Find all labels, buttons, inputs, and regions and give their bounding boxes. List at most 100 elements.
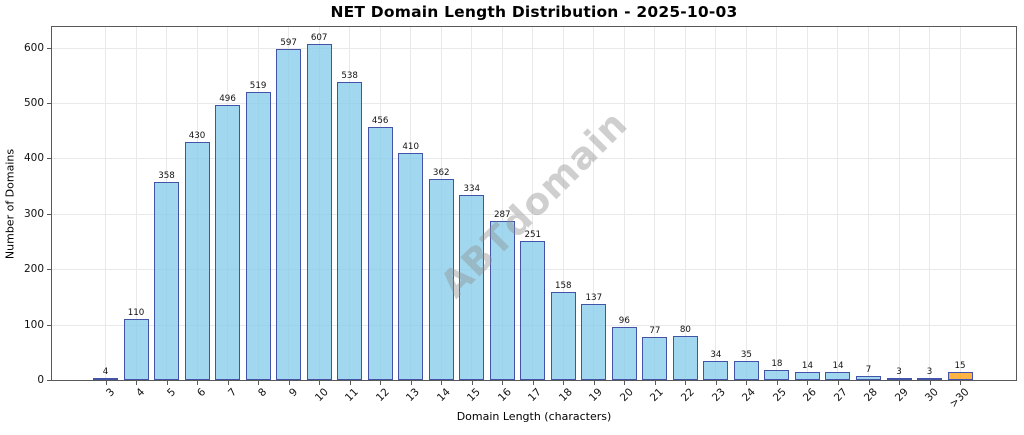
bar: [93, 377, 118, 380]
gridline-vertical: [715, 27, 717, 380]
gridline-vertical: [654, 27, 656, 380]
bar: [917, 378, 943, 380]
x-tick-mark: [868, 381, 870, 385]
bar: [459, 194, 485, 380]
x-tick-label: 8: [256, 386, 270, 400]
gridline-vertical: [745, 27, 747, 380]
bar: [489, 220, 515, 380]
x-tick-label: 29: [892, 386, 911, 404]
y-tick-label: 100: [23, 318, 44, 331]
y-tick-label: 400: [23, 152, 44, 165]
x-tick-mark: [380, 381, 382, 385]
gridline-vertical: [562, 27, 564, 380]
gridline-vertical: [135, 27, 137, 380]
gridline-vertical: [593, 27, 595, 380]
bar-value-label: 597: [280, 38, 297, 49]
x-tick-mark: [593, 381, 595, 385]
y-tick-mark: [47, 380, 51, 381]
bar: [215, 105, 241, 380]
x-tick-mark: [319, 381, 321, 385]
y-tick-label: 300: [23, 207, 44, 220]
y-tick-mark: [47, 158, 51, 160]
x-tick-mark: [624, 381, 626, 385]
bar-value-label: 3: [896, 367, 902, 378]
plot-area: ABTdomain: [51, 26, 1017, 381]
bar-value-label: 430: [188, 130, 206, 141]
x-tick-label: 26: [800, 386, 819, 404]
bar: [154, 181, 180, 380]
gridline-horizontal: [52, 158, 1016, 160]
x-tick-label: 22: [678, 386, 697, 404]
bar: [672, 335, 698, 380]
y-tick-label: 200: [23, 263, 44, 276]
x-tick-label: 7: [225, 386, 240, 400]
y-tick-mark: [47, 324, 51, 326]
x-tick-label: 9: [286, 386, 301, 400]
x-tick-mark: [746, 381, 748, 385]
gridline-vertical: [776, 27, 778, 380]
bar-value-label: 7: [865, 365, 872, 376]
x-tick-label: 14: [434, 386, 453, 404]
bar: [337, 81, 363, 380]
bar-value-label: 410: [402, 141, 419, 152]
gridline-horizontal: [52, 102, 1016, 104]
gridline-vertical: [837, 27, 839, 380]
bar: [733, 360, 759, 380]
bar-value-label: 287: [493, 209, 511, 220]
gridline-horizontal: [52, 213, 1016, 215]
gridline-vertical: [929, 27, 931, 380]
bar-value-label: 110: [127, 308, 145, 319]
y-axis-title: Number of Domains: [3, 148, 17, 260]
x-tick-label: 15: [465, 386, 484, 404]
x-tick-mark: [105, 381, 107, 385]
x-tick-label: 28: [862, 386, 880, 404]
bar-value-label: 4: [102, 366, 109, 377]
x-tick-mark: [227, 381, 229, 385]
gridline-vertical: [105, 27, 106, 380]
x-tick-label: 25: [770, 386, 789, 404]
bar-value-label: 35: [740, 349, 752, 360]
x-tick-label: >30: [947, 386, 972, 411]
y-tick-label: 600: [23, 41, 44, 54]
x-tick-mark: [685, 381, 687, 385]
x-tick-mark: [471, 381, 473, 385]
x-tick-label: 30: [923, 386, 942, 404]
bar: [520, 240, 546, 380]
bar-value-label: 358: [158, 170, 175, 181]
bar: [764, 370, 790, 380]
chart-title: NET Domain Length Distribution - 2025-10…: [330, 3, 738, 21]
x-tick-label: 19: [587, 386, 606, 404]
bar: [550, 292, 576, 380]
bar: [306, 43, 332, 380]
bar-value-label: 137: [585, 293, 603, 304]
x-tick-label: 20: [617, 386, 636, 404]
gridline-vertical: [623, 27, 625, 380]
bar: [611, 326, 637, 380]
bar: [184, 141, 210, 380]
x-tick-mark: [899, 381, 901, 385]
bar-value-label: 456: [371, 116, 389, 127]
bar-value-label: 334: [463, 183, 481, 194]
bar-value-label: 34: [710, 350, 722, 361]
x-tick-label: 11: [343, 386, 362, 404]
bar: [856, 376, 881, 380]
y-tick-label: 0: [37, 374, 44, 386]
gridline-horizontal: [52, 47, 1016, 49]
bar-value-label: 3: [926, 367, 933, 378]
y-tick-mark: [47, 47, 51, 49]
x-tick-label: 27: [831, 386, 850, 404]
x-tick-label: 4: [134, 386, 148, 400]
x-tick-label: 18: [556, 386, 575, 404]
y-tick-label: 500: [23, 96, 44, 109]
gridline-vertical: [806, 27, 808, 380]
bar: [276, 49, 302, 380]
x-tick-mark: [349, 381, 351, 385]
bar: [581, 304, 607, 380]
gridline-vertical: [532, 27, 534, 380]
x-tick-mark: [929, 381, 931, 385]
y-tick-mark: [47, 269, 51, 271]
x-tick-label: 17: [526, 386, 545, 404]
bar-value-label: 18: [771, 359, 783, 370]
bar: [428, 179, 454, 380]
